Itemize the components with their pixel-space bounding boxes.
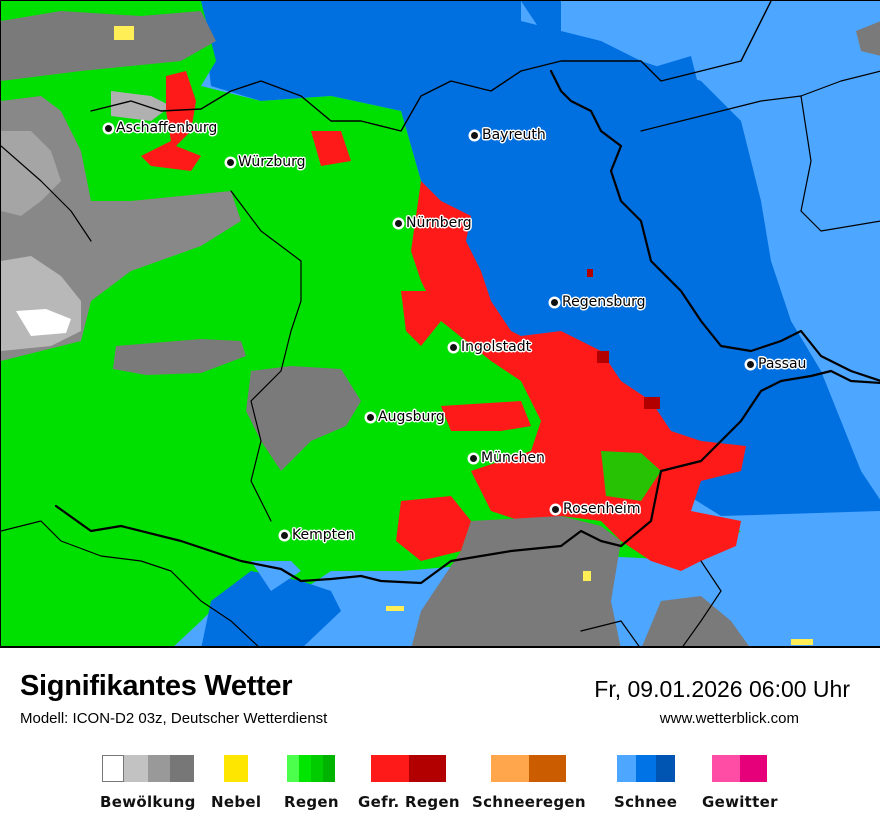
legend-label: Schnee	[614, 793, 678, 811]
legend-label: Gewitter	[702, 793, 778, 811]
legend-label: Gefr. Regen	[358, 793, 460, 811]
city-marker-wuerzburg[interactable]: Würzburg	[227, 154, 305, 170]
city-dot-icon	[281, 531, 288, 539]
swatch-rain-0	[287, 755, 300, 782]
city-label: Nürnberg	[406, 215, 472, 231]
city-label: München	[481, 450, 545, 466]
city-marker-muenchen[interactable]: München	[470, 450, 545, 466]
swatch-fog	[224, 755, 249, 782]
city-marker-passau[interactable]: Passau	[747, 356, 806, 372]
city-dot-icon	[227, 158, 234, 166]
forecast-datetime: Fr, 09.01.2026 06:00 Uhr	[594, 676, 850, 702]
swatch-snow-2	[655, 755, 675, 782]
city-dot-icon	[450, 343, 457, 351]
legend-label: Nebel	[211, 793, 262, 811]
weather-map-canvas	[1, 1, 880, 646]
swatch-freezing-rain-0	[371, 755, 410, 782]
city-marker-regensburg[interactable]: Regensburg	[551, 294, 646, 310]
legend-schneeregen: Schneeregen	[472, 755, 586, 811]
city-label: Aschaffenburg	[116, 120, 218, 136]
model-info: Modell: ICON-D2 03z, Deutscher Wetterdie…	[20, 710, 328, 727]
city-label: Würzburg	[238, 154, 306, 170]
city-label: Bayreuth	[482, 127, 546, 143]
swatch-thunderstorm-1	[740, 755, 768, 782]
legend-swatches	[224, 755, 249, 782]
swatch-cloud-0	[101, 755, 124, 782]
swatch-cloud-1	[123, 755, 148, 782]
legend-swatches	[616, 755, 675, 782]
legend-label: Schneeregen	[472, 793, 586, 811]
swatch-cloud-2	[147, 755, 170, 782]
city-dot-icon	[395, 219, 402, 227]
city-label: Regensburg	[562, 294, 646, 310]
website-link[interactable]: www.wetterblick.com	[659, 710, 799, 727]
city-marker-ingolstadt[interactable]: Ingolstadt	[450, 339, 531, 355]
city-label: Augsburg	[378, 409, 445, 425]
legend-bewoelkung: Bewölkung	[100, 755, 196, 811]
swatch-cloud-3	[169, 755, 194, 782]
swatch-sleet-0	[491, 755, 530, 782]
legend-swatches	[491, 755, 567, 782]
legend-label: Regen	[284, 793, 339, 811]
page-title: Signifikantes Wetter	[20, 670, 293, 702]
city-label: Kempten	[292, 527, 355, 543]
weather-map[interactable]: Aschaffenburg Würzburg Bayreuth Nürnberg…	[0, 0, 880, 648]
legend-regen: Regen	[284, 755, 339, 811]
city-dot-icon	[105, 124, 112, 132]
swatch-thunderstorm-0	[712, 755, 741, 782]
city-marker-kempten[interactable]: Kempten	[281, 527, 355, 543]
legend-gewitter: Gewitter	[702, 755, 778, 811]
legend-swatches	[101, 755, 194, 782]
legend-swatches	[371, 755, 447, 782]
city-marker-nuernberg[interactable]: Nürnberg	[395, 215, 472, 231]
city-dot-icon	[470, 454, 477, 462]
swatch-rain-1	[299, 755, 312, 782]
city-marker-aschaffenburg[interactable]: Aschaffenburg	[105, 120, 217, 136]
swatch-rain-3	[323, 755, 336, 782]
swatch-snow-1	[635, 755, 656, 782]
city-label: Passau	[758, 356, 807, 372]
swatch-freezing-rain-1	[409, 755, 447, 782]
city-dot-icon	[471, 131, 478, 139]
legend-label: Bewölkung	[100, 793, 196, 811]
legend-gefrierender-regen: Gefr. Regen	[358, 755, 460, 811]
city-dot-icon	[367, 413, 374, 421]
swatch-snow-0	[616, 755, 636, 782]
city-marker-bayreuth[interactable]: Bayreuth	[471, 127, 546, 143]
city-marker-rosenheim[interactable]: Rosenheim	[552, 501, 640, 517]
city-marker-augsburg[interactable]: Augsburg	[367, 409, 445, 425]
legend-schnee: Schnee	[614, 755, 677, 811]
city-label: Ingolstadt	[461, 339, 532, 355]
city-dot-icon	[552, 505, 559, 513]
map-footer: Signifikantes Wetter Modell: ICON-D2 03z…	[0, 648, 880, 830]
swatch-sleet-1	[529, 755, 567, 782]
city-dot-icon	[747, 360, 754, 368]
city-dot-icon	[551, 298, 558, 306]
legend-swatches	[712, 755, 768, 782]
legend-swatches	[287, 755, 336, 782]
city-label: Rosenheim	[563, 501, 641, 517]
legend-nebel: Nebel	[211, 755, 261, 811]
swatch-rain-2	[311, 755, 324, 782]
